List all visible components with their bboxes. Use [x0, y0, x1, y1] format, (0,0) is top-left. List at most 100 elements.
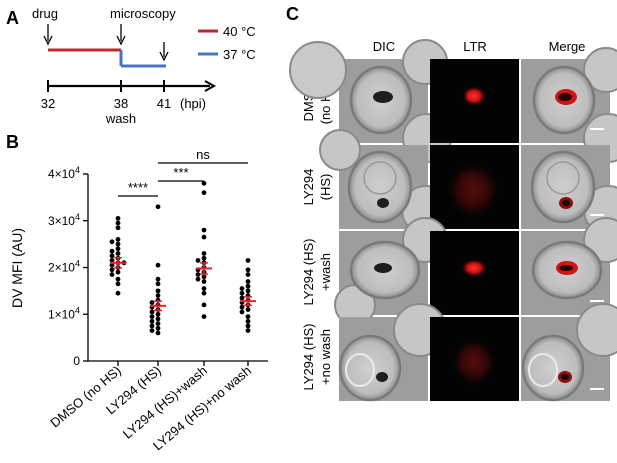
x-ticks: [117, 361, 249, 366]
data-point: [245, 307, 251, 312]
data-point: [201, 290, 207, 296]
micrograph-ltr-dmso: [430, 59, 519, 143]
y-axis-label: DV MFI (AU): [9, 228, 25, 308]
data-point: [149, 300, 155, 305]
y-tick-label: 4×104: [48, 165, 80, 181]
micrograph-ltr-no-wash: [430, 317, 519, 401]
data-point: [115, 225, 121, 231]
y-tick-label: 1×104: [48, 305, 80, 321]
micrograph-ltr-wash: [430, 231, 519, 315]
data-point: [239, 290, 245, 296]
data-point: [245, 272, 251, 277]
row-label-wash-line1: LY294 (HS): [301, 239, 316, 306]
data-point: [201, 251, 207, 256]
panel-a: A drug microscopy 40 °C 37 °C 32 3: [6, 6, 256, 126]
tick-label-41: 41: [157, 96, 171, 111]
mean-sem: [240, 296, 256, 307]
row-label-nowash-line2: +no wash: [318, 329, 333, 385]
row-label-nowash-line1: LY294 (HS): [301, 324, 316, 391]
data-point: [201, 227, 207, 233]
micrograph-dic-ly294: [319, 129, 451, 235]
data-point: [201, 274, 207, 280]
x-category-labels: DMSO (no HS)LY294 (HS)LY294 (HS)+washLY2…: [47, 363, 254, 454]
wash-label: wash: [105, 111, 136, 126]
y-ticks: 0 1×104 2×104 3×104 4×104: [48, 165, 88, 368]
data-point: [149, 323, 155, 329]
scale-bar: [590, 128, 604, 130]
data-point: [195, 272, 201, 277]
data-point: [245, 328, 251, 334]
data-point: [155, 325, 161, 331]
data-point: [115, 276, 121, 282]
data-point: [155, 293, 161, 298]
data-point: [239, 309, 245, 315]
data-point: [195, 276, 201, 282]
microscopy-arrow-1: [116, 24, 126, 46]
data-point: [245, 314, 251, 319]
drug-arrow: [43, 24, 53, 46]
significance-bar: ns: [158, 147, 248, 164]
data-point: [201, 190, 207, 196]
data-point: [115, 246, 121, 252]
data-point: [115, 216, 121, 221]
data-point: [155, 316, 161, 322]
data-point: [109, 248, 115, 254]
legend-40c-label: 40 °C: [223, 24, 256, 39]
significance-label: ***: [173, 165, 188, 180]
data-point: [155, 311, 161, 317]
legend-37c-label: 37 °C: [223, 47, 256, 62]
row-label-no-wash: LY294 (HS) +no wash: [301, 324, 333, 391]
panel-a-letter: A: [6, 8, 19, 28]
data-point: [109, 272, 115, 277]
data-point: [109, 253, 115, 259]
data-point: [149, 314, 155, 319]
tick-label-38: 38: [114, 96, 128, 111]
micrograph-merge-wash: [521, 217, 617, 315]
data-point: [201, 286, 207, 291]
data-point: [155, 262, 161, 268]
row-label-ly294-hs: LY294 (HS): [301, 169, 333, 206]
data-point: [109, 258, 115, 263]
data-point: [149, 328, 155, 334]
microscopy-label: microscopy: [110, 6, 176, 21]
micrograph-dic-no-wash: [338, 303, 447, 402]
significance-label: ns: [196, 147, 210, 162]
data-point: [115, 241, 121, 247]
scale-bar: [590, 388, 604, 390]
scale-bar: [590, 214, 604, 216]
data-point: [201, 180, 207, 186]
data-point: [201, 255, 207, 261]
micrograph-ltr-ly294: [430, 145, 519, 229]
data-point: [245, 323, 251, 329]
column-header-ltr: LTR: [463, 39, 487, 54]
data-point: [201, 314, 207, 319]
data-point: [155, 276, 161, 282]
data-point: [239, 286, 245, 291]
data-points: [109, 180, 251, 336]
panel-c-letter: C: [286, 4, 299, 24]
y-tick-label: 2×104: [48, 259, 80, 275]
y-tick-label: 3×104: [48, 212, 80, 228]
data-point: [245, 258, 251, 263]
data-point: [115, 220, 121, 226]
mean-sem: [150, 300, 166, 312]
micrograph-merge-no-wash: [521, 303, 617, 402]
data-point: [195, 258, 201, 263]
data-point: [201, 234, 207, 240]
column-header-dic: DIC: [373, 39, 395, 54]
scale-bar: [590, 300, 604, 302]
panel-b-letter: B: [6, 132, 19, 152]
data-point: [201, 279, 207, 284]
data-point: [155, 281, 161, 287]
mean-sem: [196, 262, 212, 275]
data-point: [239, 295, 245, 301]
data-point: [245, 318, 251, 324]
hpi-label: (hpi): [180, 96, 206, 111]
data-point: [245, 288, 251, 294]
data-point: [155, 330, 161, 336]
significance-bar: ***: [158, 165, 204, 182]
micrograph-merge-dmso: [521, 47, 617, 163]
mean-sem: [110, 256, 126, 269]
